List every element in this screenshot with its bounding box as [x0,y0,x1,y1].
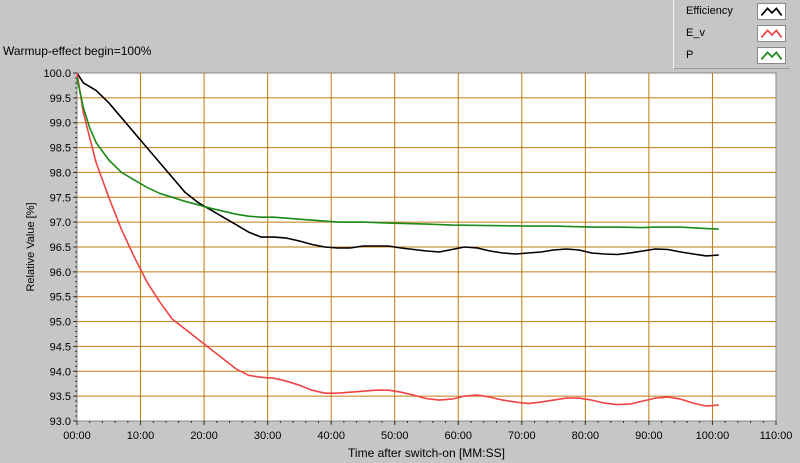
plot-area [76,72,777,422]
y-tick-label: 94.5 [50,341,71,353]
legend-item-p[interactable]: P [674,45,790,67]
x-tick-label: 90:00 [635,430,663,442]
series-line-e-v [76,72,719,407]
y-tick-label: 99.0 [50,118,71,130]
series-layer [76,72,719,407]
x-axis-ticks: 00:00 10:00 20:00 30:00 40:00 50:00 60:00 70:00… [63,421,792,442]
y-tick-label: 99.5 [50,93,71,105]
y-tick-label: 97.5 [50,192,71,204]
legend-swatch-efficiency [757,3,786,20]
gridlines [77,73,776,421]
chart-title: Warmup-effect begin=100% [3,44,152,58]
legend-label-efficiency: Efficiency [686,5,733,17]
legend: Efficiency E_v P [673,0,790,69]
legend-line-e-v [760,29,783,39]
y-tick-label: 95.5 [50,292,71,304]
series-line-p [76,77,719,230]
x-tick-label: 10:00 [127,430,155,442]
y-tick-label: 96.5 [50,242,71,254]
x-tick-label: 80:00 [572,430,600,442]
y-tick-label: 95.0 [50,317,71,329]
y-tick-label: 96.0 [50,267,71,279]
legend-swatch-p [757,47,786,64]
y-tick-label: 93.0 [50,416,71,428]
y-tick-label: 97.0 [50,217,71,229]
y-tick-label: 98.5 [50,143,71,155]
y-tick-label: 98.0 [50,167,71,179]
x-tick-label: 00:00 [63,430,91,442]
x-tick-label: 20:00 [190,430,218,442]
y-axis-label: Relative Value [%] [25,202,37,291]
x-tick-label: 30:00 [254,430,282,442]
legend-item-e-v[interactable]: E_v [674,23,790,45]
y-tick-label: 94.0 [50,366,71,378]
series-line-efficiency [76,72,719,257]
y-tick-label: 100.0 [43,68,71,80]
legend-swatch-e-v [757,25,786,42]
legend-line-efficiency [760,7,783,17]
x-tick-label: 110:00 [760,430,793,442]
legend-label-p: P [686,49,694,61]
legend-label-e-v: E_v [686,27,705,39]
x-tick-label: 70:00 [508,430,536,442]
x-axis-label: Time after switch-on [MM:SS] [348,446,505,460]
legend-line-p [760,51,783,61]
x-tick-label: 50:00 [381,430,409,442]
y-axis-ticks: 100.0 99.5 99.0 98.5 98.0 97.5 97.0 96.5 96.0 95.… [43,68,77,428]
legend-item-efficiency[interactable]: Efficiency [674,1,790,23]
y-tick-label: 93.5 [50,391,71,403]
x-tick-label: 60:00 [445,430,473,442]
x-tick-label: 40:00 [317,430,345,442]
x-tick-label: 100:00 [696,430,730,442]
